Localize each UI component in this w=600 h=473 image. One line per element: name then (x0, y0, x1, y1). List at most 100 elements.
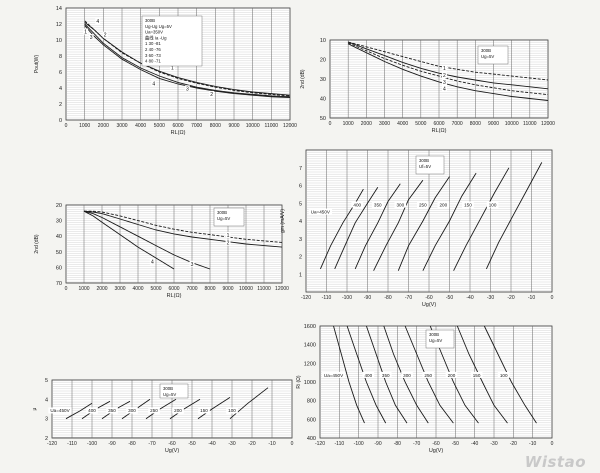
x-tick-label: 9000 (228, 123, 239, 129)
y-tick-label: 3 (299, 237, 302, 243)
series-line-4 (383, 325, 429, 424)
curve-voltage-label: 250 (419, 202, 427, 207)
legend-line: 1 30 -81 (145, 41, 161, 46)
legend-line: 曲线 Ia -Ug (145, 34, 167, 41)
y-tick-label: 2 (59, 102, 62, 108)
y-tick-label: 800 (307, 399, 316, 405)
x-tick-label: 5000 (415, 121, 426, 127)
legend-line: Ua=350V (145, 30, 163, 35)
legend-box (415, 155, 445, 175)
y-tick-label: 7 (299, 166, 302, 172)
series-line-1 (333, 325, 365, 424)
y-tick-label: 10 (320, 38, 326, 44)
y-tick-label: 30 (56, 219, 62, 225)
curve-number-label: 3 (186, 86, 189, 92)
curve-number-label: 3 (90, 35, 93, 41)
curve-label-bg (184, 85, 190, 92)
x-tick-label: -80 (394, 441, 401, 447)
x-axis-label: Ug(V) (422, 302, 437, 308)
x-tick-label: -100 (342, 295, 352, 301)
x-tick-label: 1000 (78, 286, 89, 292)
y-tick-label: 1000 (304, 380, 316, 386)
series-line-3 (348, 42, 549, 96)
x-tick-label: -60 (432, 441, 439, 447)
x-tick-label: 0 (551, 441, 554, 447)
y-axis-label: 2nd (dB) (34, 234, 40, 254)
legend-line: 300B (217, 210, 227, 215)
x-axis-label: RL(Ω) (167, 293, 182, 299)
curve-voltage-label: 150 (464, 202, 472, 207)
y-axis-label: gm (mA/V) (280, 209, 286, 233)
series-line-1 (319, 188, 364, 270)
curve-label-bg (148, 407, 160, 414)
curve-number-label: 2 (443, 73, 446, 79)
x-tick-label: -90 (374, 441, 381, 447)
curve-voltage-label: 100 (500, 373, 508, 378)
curve-voltage-label: 400 (364, 373, 372, 378)
x-tick-label: 0 (329, 121, 332, 127)
y-tick-label: 40 (320, 97, 326, 103)
x-tick-label: -10 (529, 441, 536, 447)
curve-label-bg (88, 34, 94, 41)
legend-box (425, 329, 455, 349)
x-tick-label: -20 (507, 295, 514, 301)
y-tick-label: 600 (307, 417, 316, 423)
y-tick-label: 8 (59, 54, 62, 60)
x-axis-label: RL(Ω) (432, 128, 447, 134)
x-tick-label: -60 (425, 295, 432, 301)
x-tick-label: -30 (490, 441, 497, 447)
x-tick-label: 11000 (523, 121, 537, 127)
x-tick-label: 2000 (96, 286, 107, 292)
curve-voltage-label: 200 (174, 408, 182, 413)
x-tick-label: 12000 (275, 286, 289, 292)
series-line-4 (83, 210, 175, 270)
x-tick-label: 4000 (132, 286, 143, 292)
x-tick-label: -60 (168, 441, 175, 447)
curve-voltage-label: 300 (403, 373, 411, 378)
x-tick-label: -100 (87, 441, 97, 447)
y-axis-label: Pout(W) (34, 55, 40, 74)
x-tick-label: 7000 (191, 123, 202, 129)
curve-voltage-label: Ua=450V (324, 373, 344, 378)
curve-label-bg (149, 258, 155, 265)
legend-line: 300B (163, 386, 173, 391)
curve-voltage-label: 100 (228, 408, 236, 413)
curve-number-label: 1 (443, 66, 446, 72)
x-tick-label: 8000 (470, 121, 481, 127)
x-tick-label: -120 (301, 295, 311, 301)
x-tick-label: -40 (466, 295, 473, 301)
x-tick-label: 0 (65, 123, 68, 129)
curve-number-label: 2 (227, 241, 230, 247)
x-tick-label: 1000 (79, 123, 90, 129)
x-tick-label: -30 (487, 295, 494, 301)
curve-label-bg (470, 371, 483, 378)
series-line-5 (404, 325, 454, 424)
chart-p4: -120 -110 -100 -90 -80 -70 -60 -50 -40 -30 -20 -10 0… (280, 149, 554, 308)
y-tick-label: 50 (320, 116, 326, 122)
x-tick-label: -120 (47, 441, 57, 447)
curve-label-bg (106, 407, 118, 414)
y-tick-label: 70 (56, 281, 62, 287)
series-line-8 (485, 162, 543, 270)
series-line-2 (346, 325, 387, 424)
x-tick-label: -10 (528, 295, 535, 301)
curve-voltage-label: Ua=450V (50, 408, 70, 413)
curve-label-bg (95, 18, 101, 25)
curve-label-bg (321, 371, 346, 378)
curve-number-label: 1 (171, 66, 174, 72)
y-tick-label: 400 (307, 436, 316, 442)
y-tick-label: 6 (59, 70, 62, 76)
chart-p2: 0 1000 2000 3000 4000 5000 6000 7000 8000 9000 100… (300, 38, 555, 134)
y-tick-label: 12 (56, 22, 62, 28)
x-tick-label: -110 (322, 295, 332, 301)
legend-line: 300B (419, 158, 429, 163)
x-tick-label: 3000 (379, 121, 390, 127)
series-line-2 (84, 20, 291, 97)
curve-label-bg (189, 260, 195, 267)
series-line-1 (65, 402, 93, 420)
curve-label-bg (497, 371, 510, 378)
y-tick-label: 14 (56, 6, 62, 12)
curve-label-bg (417, 201, 429, 208)
series-line-8 (229, 387, 269, 420)
